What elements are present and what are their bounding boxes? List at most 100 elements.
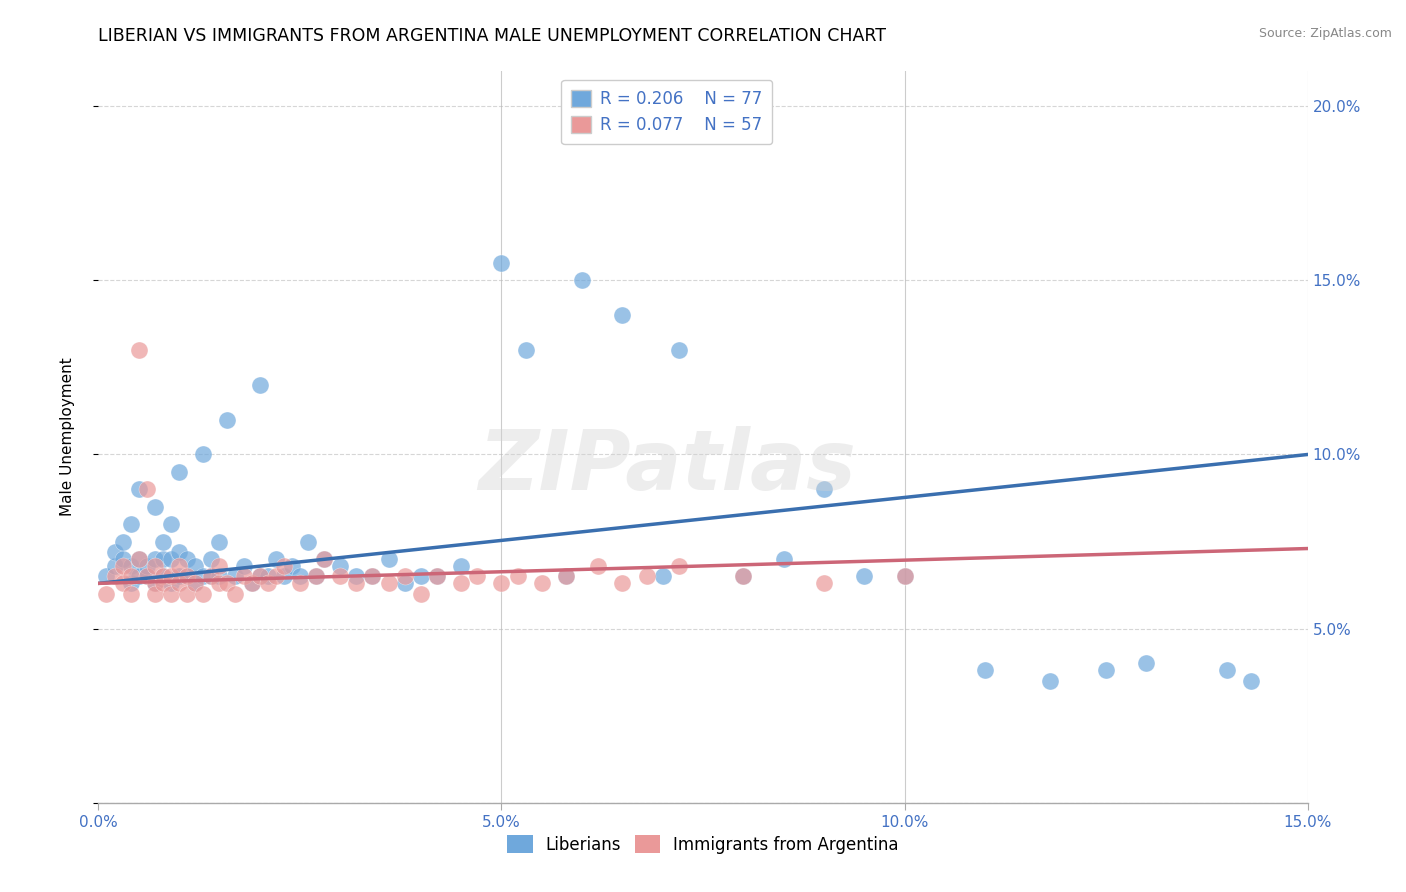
Point: [111, 558, 134, 573]
Point: [377, 552, 399, 566]
Point: [120, 576, 142, 591]
Point: [152, 534, 174, 549]
Point: [974, 664, 997, 678]
Point: [160, 552, 183, 566]
Point: [240, 576, 263, 591]
Point: [200, 552, 222, 566]
Point: [813, 576, 835, 591]
Point: [103, 558, 125, 573]
Point: [152, 569, 174, 583]
Point: [111, 576, 134, 591]
Point: [281, 558, 304, 573]
Point: [264, 552, 287, 566]
Point: [813, 483, 835, 497]
Point: [160, 517, 183, 532]
Point: [264, 569, 287, 583]
Point: [184, 576, 207, 591]
Point: [143, 552, 166, 566]
Point: [256, 576, 278, 591]
Point: [571, 273, 593, 287]
Point: [668, 343, 690, 357]
Point: [176, 569, 198, 583]
Point: [249, 569, 271, 583]
Point: [160, 587, 183, 601]
Point: [176, 587, 198, 601]
Point: [135, 569, 157, 583]
Point: [135, 569, 157, 583]
Point: [256, 569, 278, 583]
Point: [450, 576, 472, 591]
Point: [184, 576, 207, 591]
Point: [152, 569, 174, 583]
Point: [555, 569, 578, 583]
Point: [893, 569, 915, 583]
Point: [491, 256, 513, 270]
Point: [167, 576, 190, 591]
Point: [128, 552, 150, 566]
Point: [167, 558, 190, 573]
Point: [152, 576, 174, 591]
Point: [128, 552, 150, 566]
Point: [409, 569, 432, 583]
Point: [128, 343, 150, 357]
Point: [176, 552, 198, 566]
Point: [586, 558, 609, 573]
Text: LIBERIAN VS IMMIGRANTS FROM ARGENTINA MALE UNEMPLOYMENT CORRELATION CHART: LIBERIAN VS IMMIGRANTS FROM ARGENTINA MA…: [98, 27, 886, 45]
Point: [208, 576, 231, 591]
Point: [426, 569, 449, 583]
Point: [128, 483, 150, 497]
Point: [329, 569, 352, 583]
Point: [853, 569, 876, 583]
Point: [224, 587, 246, 601]
Point: [217, 576, 239, 591]
Point: [394, 569, 416, 583]
Point: [217, 412, 239, 426]
Point: [120, 569, 142, 583]
Point: [152, 552, 174, 566]
Point: [208, 558, 231, 573]
Point: [111, 534, 134, 549]
Point: [344, 569, 367, 583]
Point: [111, 552, 134, 566]
Point: [96, 587, 118, 601]
Point: [232, 558, 254, 573]
Point: [208, 534, 231, 549]
Point: [1240, 673, 1263, 688]
Point: [465, 569, 488, 583]
Point: [193, 587, 215, 601]
Point: [329, 558, 352, 573]
Point: [733, 569, 755, 583]
Point: [450, 558, 472, 573]
Point: [120, 517, 142, 532]
Point: [200, 569, 222, 583]
Text: ZIPatlas: ZIPatlas: [478, 425, 856, 507]
Point: [361, 569, 384, 583]
Point: [193, 448, 215, 462]
Point: [288, 576, 311, 591]
Point: [377, 576, 399, 591]
Point: [143, 587, 166, 601]
Point: [506, 569, 529, 583]
Point: [612, 576, 634, 591]
Point: [224, 569, 246, 583]
Point: [143, 576, 166, 591]
Point: [893, 569, 915, 583]
Legend: Liberians, Immigrants from Argentina: Liberians, Immigrants from Argentina: [501, 829, 905, 860]
Point: [160, 576, 183, 591]
Point: [135, 558, 157, 573]
Point: [297, 534, 319, 549]
Point: [772, 552, 794, 566]
Point: [103, 569, 125, 583]
Point: [314, 552, 336, 566]
Point: [344, 576, 367, 591]
Point: [160, 569, 183, 583]
Point: [288, 569, 311, 583]
Point: [305, 569, 328, 583]
Point: [232, 569, 254, 583]
Point: [120, 587, 142, 601]
Point: [1095, 664, 1118, 678]
Point: [167, 545, 190, 559]
Point: [128, 569, 150, 583]
Point: [103, 545, 125, 559]
Point: [491, 576, 513, 591]
